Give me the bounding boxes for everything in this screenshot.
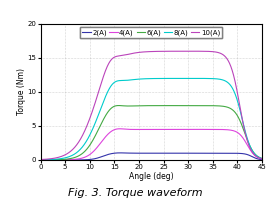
- Y-axis label: Torque (Nm): Torque (Nm): [17, 68, 26, 115]
- 8(A): [191, 77, 194, 80]
- Line: 6(A): 6(A): [40, 106, 262, 160]
- X-axis label: Angle (deg): Angle (deg): [129, 172, 174, 181]
- 2(A): [39, 159, 42, 161]
- 10(A): [129, 53, 132, 55]
- 10(A): [260, 158, 264, 160]
- 6(A): [129, 105, 132, 107]
- 6(A): [39, 159, 42, 161]
- 8(A): [260, 157, 264, 160]
- 4(A): [260, 158, 264, 160]
- 10(A): [39, 158, 42, 161]
- 2(A): [191, 152, 194, 154]
- 2(A): [119, 152, 122, 154]
- Line: 4(A): 4(A): [40, 129, 262, 160]
- 2(A): [260, 158, 264, 161]
- 4(A): [191, 128, 194, 131]
- 6(A): [216, 105, 219, 107]
- 8(A): [187, 77, 190, 80]
- 8(A): [136, 78, 140, 80]
- 6(A): [62, 158, 65, 161]
- 4(A): [137, 128, 140, 131]
- 4(A): [118, 128, 122, 130]
- 6(A): [117, 104, 120, 107]
- 10(A): [188, 50, 191, 52]
- 4(A): [39, 159, 42, 161]
- 4(A): [216, 128, 219, 131]
- 6(A): [137, 105, 140, 107]
- 10(A): [191, 50, 194, 52]
- 8(A): [39, 159, 42, 161]
- 8(A): [216, 78, 219, 80]
- Legend: 2(A), 4(A), 6(A), 8(A), 10(A): 2(A), 4(A), 6(A), 8(A), 10(A): [80, 27, 222, 38]
- 10(A): [136, 51, 140, 54]
- Text: Fig. 3. Torque waveform: Fig. 3. Torque waveform: [68, 188, 202, 198]
- 2(A): [62, 159, 65, 161]
- 4(A): [212, 128, 215, 131]
- 4(A): [129, 128, 132, 131]
- Line: 2(A): 2(A): [40, 153, 262, 160]
- 2(A): [216, 152, 219, 154]
- 8(A): [129, 79, 132, 81]
- 6(A): [260, 157, 264, 160]
- 2(A): [129, 152, 132, 154]
- 10(A): [62, 155, 65, 157]
- 10(A): [212, 51, 215, 53]
- 8(A): [212, 77, 215, 80]
- 8(A): [62, 157, 65, 159]
- 4(A): [62, 159, 65, 161]
- 10(A): [216, 51, 219, 54]
- Line: 10(A): 10(A): [40, 51, 262, 160]
- 2(A): [212, 152, 215, 154]
- 6(A): [191, 104, 194, 107]
- 2(A): [137, 152, 140, 154]
- Line: 8(A): 8(A): [40, 78, 262, 160]
- 6(A): [212, 104, 215, 107]
